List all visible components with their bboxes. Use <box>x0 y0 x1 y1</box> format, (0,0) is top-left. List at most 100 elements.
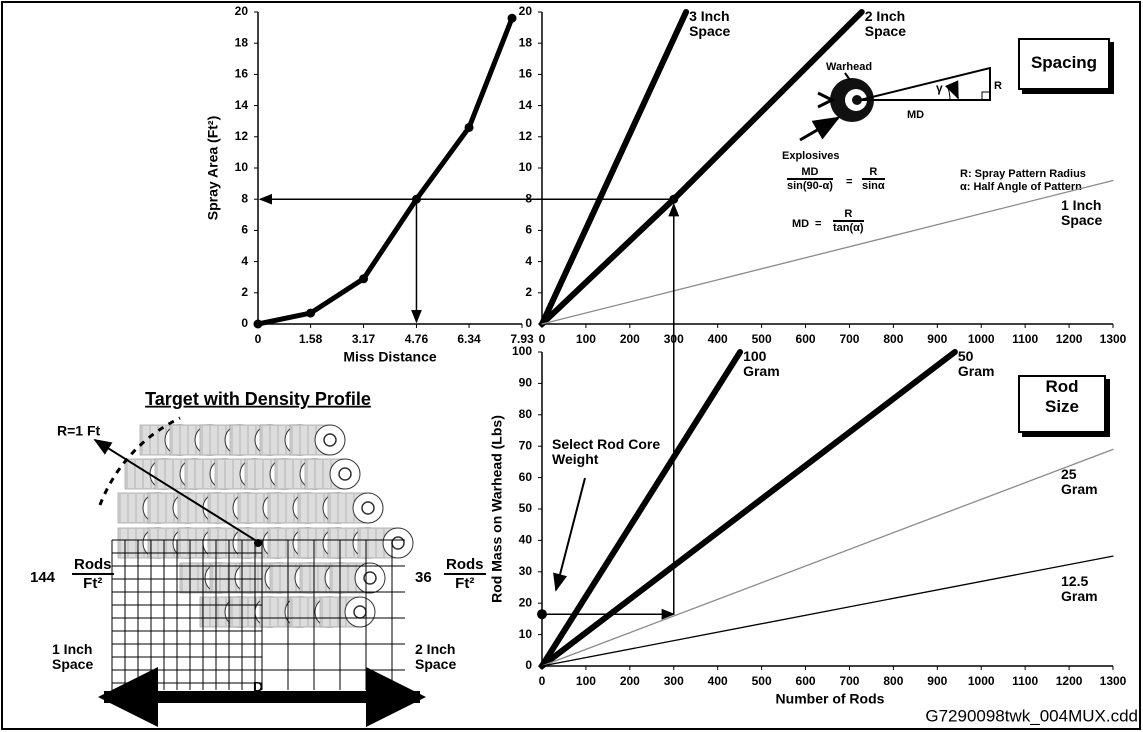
y-tick-label: 20 <box>519 4 533 18</box>
series-label: 2 Inch Space <box>865 9 921 39</box>
note: γ <box>936 81 943 95</box>
eq-num: R <box>833 208 864 222</box>
panel-title: Spacing <box>1018 38 1110 90</box>
note: MD <box>792 218 809 230</box>
point <box>359 274 368 283</box>
y-axis-label: Spray Area (Ft²) <box>205 116 221 221</box>
x-tick-label: 1200 <box>1056 674 1083 688</box>
note: R <box>994 80 1002 92</box>
y-tick-label: 0 <box>241 316 248 330</box>
x-tick-label: 800 <box>883 332 903 346</box>
eq-den: sin(90-α) <box>787 180 833 192</box>
x-tick-label: 500 <box>752 332 772 346</box>
x-tick-label: 600 <box>796 674 816 688</box>
rod-core <box>362 502 374 514</box>
point <box>508 14 517 23</box>
unit-num: Rods <box>444 556 486 575</box>
note: = <box>815 218 821 230</box>
x-tick-label: 1200 <box>1056 332 1083 346</box>
axis-line <box>258 12 522 324</box>
x-tick-label: 900 <box>927 332 947 346</box>
space-label: 1 Inch Space <box>52 642 107 672</box>
x-tick-label: 100 <box>576 332 596 346</box>
density-count: 36 <box>415 569 432 586</box>
x-tick-label: 400 <box>708 674 728 688</box>
x-tick-label: 4.76 <box>405 332 429 346</box>
y-tick-label: 100 <box>512 344 532 358</box>
radius-label: R=1 Ft <box>57 423 101 439</box>
y-tick-label: 8 <box>525 191 532 205</box>
series-line <box>542 12 686 324</box>
y-tick-label: 70 <box>519 438 533 452</box>
eq-den: tan(α) <box>833 222 864 234</box>
x-tick-label: 1000 <box>968 332 995 346</box>
series-line <box>542 180 1113 324</box>
x-tick-label: 0 <box>539 674 546 688</box>
x-tick-label: 1100 <box>1012 674 1038 688</box>
series-line <box>542 449 1113 666</box>
x-tick-label: 1100 <box>1012 332 1038 346</box>
point <box>465 123 474 132</box>
x-tick-label: 200 <box>620 674 640 688</box>
y-tick-label: 6 <box>525 223 532 237</box>
x-tick-label: 400 <box>708 332 728 346</box>
rod-core <box>339 468 351 480</box>
note: α: Half Angle of Pattern <box>960 181 1082 193</box>
target-title: Target with Density Profile <box>145 389 371 409</box>
y-tick-label: 0 <box>525 316 532 330</box>
series-label: 50 Gram <box>958 349 1014 379</box>
y-tick-label: 20 <box>519 595 533 609</box>
x-tick-label: 1.58 <box>299 332 323 346</box>
rod-core <box>392 537 404 549</box>
y-tick-label: 90 <box>519 376 533 390</box>
x-tick-label: 900 <box>927 674 947 688</box>
unit-num: Rods <box>72 556 114 575</box>
y-tick-label: 80 <box>519 407 533 421</box>
y-axis-label: Rod Mass on Warhead (Lbs) <box>489 415 505 603</box>
note: R: Spray Pattern Radius <box>960 168 1086 180</box>
x-axis-label: Miss Distance <box>343 349 437 365</box>
y-tick-label: 14 <box>519 98 533 112</box>
dimension-label: D <box>253 679 263 695</box>
page: Target with Density Profile R=1 Ft D 144… <box>0 0 1143 732</box>
y-tick-label: 0 <box>525 658 532 672</box>
rod-core <box>354 606 366 618</box>
y-tick-label: 40 <box>519 533 533 547</box>
y-tick-label: 30 <box>519 564 533 578</box>
y-tick-label: 16 <box>235 67 249 81</box>
x-tick-label: 700 <box>839 674 859 688</box>
y-tick-label: 60 <box>519 470 533 484</box>
y-tick-label: 2 <box>525 285 532 299</box>
x-tick-label: 500 <box>752 674 772 688</box>
y-tick-label: 50 <box>519 501 533 515</box>
point <box>306 309 315 318</box>
series-line <box>542 352 955 666</box>
warhead-diagram <box>800 68 990 140</box>
series-label: 100 Gram <box>743 349 799 379</box>
target-drawing <box>100 418 413 690</box>
x-tick-label: 600 <box>796 332 816 346</box>
note: MD <box>907 109 924 121</box>
x-tick-label: 700 <box>839 332 859 346</box>
rod-core <box>324 434 336 446</box>
x-tick-label: 200 <box>620 332 640 346</box>
series-line <box>542 556 1113 666</box>
note: = <box>846 176 852 188</box>
y-tick-label: 10 <box>235 160 249 174</box>
unit-den: Ft² <box>72 575 114 592</box>
target-center <box>254 539 262 547</box>
series-label: 1 Inch Space <box>1061 198 1113 228</box>
density-count: 144 <box>30 569 56 586</box>
annotation: Select Rod Core Weight <box>552 437 662 467</box>
x-tick-label: 6.34 <box>457 332 481 346</box>
series-label: 12.5 Gram <box>1061 574 1113 604</box>
eq-den: sinα <box>862 180 885 192</box>
unit-den: Ft² <box>444 575 486 592</box>
x-tick-label: 1000 <box>968 674 995 688</box>
y-tick-label: 18 <box>235 35 249 49</box>
x-tick-label: 1300 <box>1100 332 1127 346</box>
